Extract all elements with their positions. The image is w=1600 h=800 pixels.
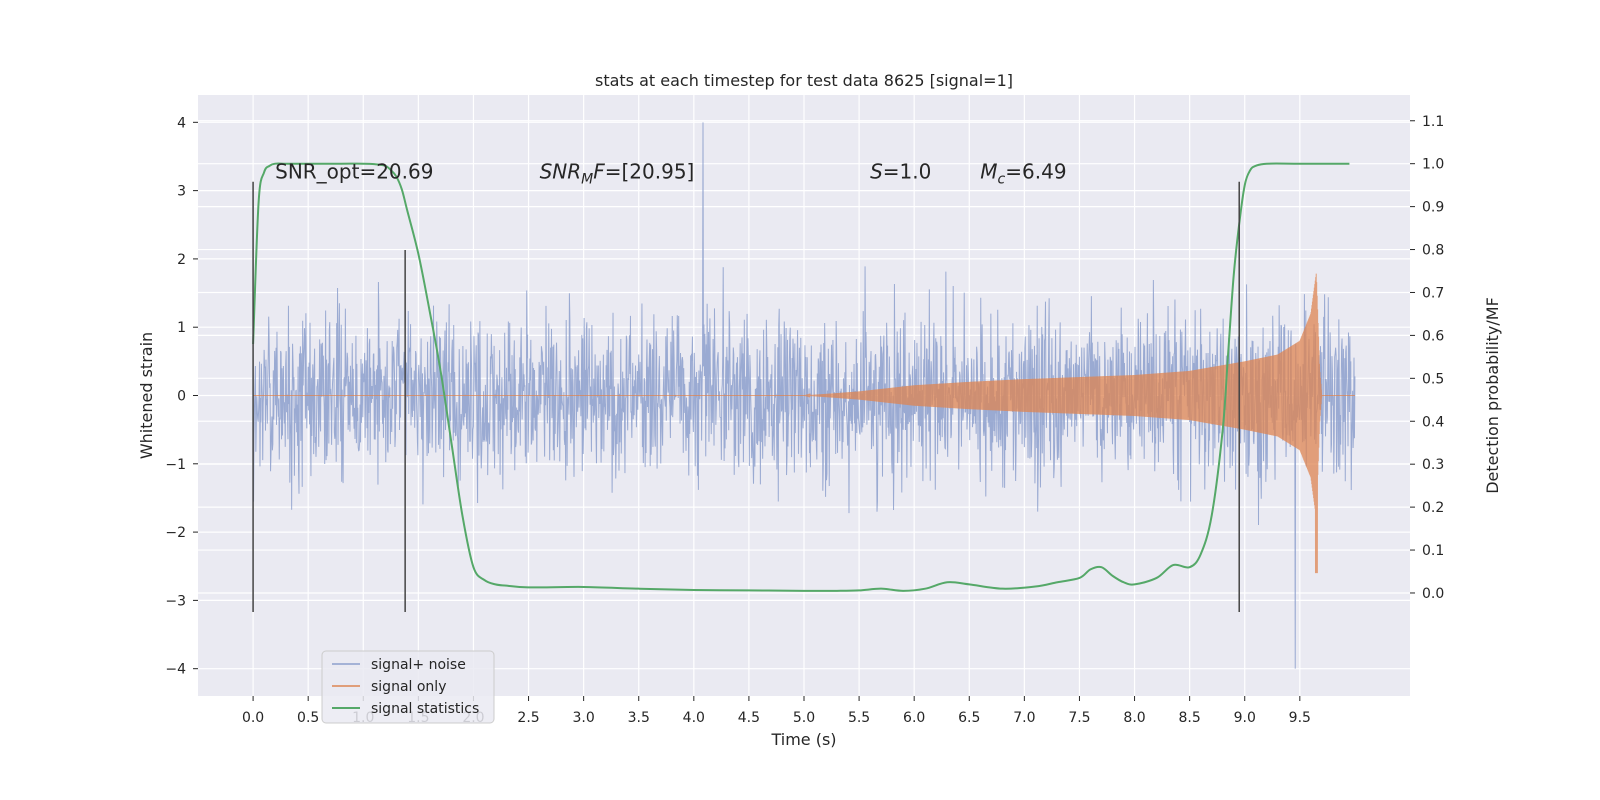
- x-tick-label: 7.5: [1068, 710, 1090, 726]
- y-tick-label: 4: [177, 115, 186, 131]
- x-tick-label: 3.5: [628, 710, 650, 726]
- y-right-tick-label: 0.2: [1422, 500, 1444, 516]
- x-tick-label: 6.5: [958, 710, 980, 726]
- y-right-tick-label: 1.1: [1422, 114, 1444, 130]
- x-tick-label: 9.5: [1289, 710, 1311, 726]
- y-tick-label: −3: [165, 593, 186, 609]
- series-signal-only: [253, 273, 1355, 574]
- y-tick-label: 3: [177, 184, 186, 200]
- y-right-tick-label: 0.6: [1422, 328, 1444, 344]
- x-tick-label: 8.0: [1123, 710, 1145, 726]
- y-right-tick-label: 0.0: [1422, 586, 1444, 602]
- x-tick-label: 5.5: [848, 710, 870, 726]
- legend: signal+ noise signal only signal statist…: [321, 650, 495, 724]
- x-tick-label: 9.0: [1234, 710, 1256, 726]
- y-tick-label: 1: [177, 320, 186, 336]
- y-axis-label: Whitened strain: [137, 332, 156, 459]
- x-tick-label: 0.0: [242, 710, 264, 726]
- y-tick-label: −4: [165, 662, 186, 678]
- y-axis-ticks: 4 3 2 1 0 −1 −2 −3 −4: [165, 115, 198, 678]
- y-right-tick-label: 0.5: [1422, 371, 1444, 387]
- x-tick-label: 0.5: [297, 710, 319, 726]
- x-tick-label: 4.5: [738, 710, 760, 726]
- vertical-markers: [252, 181, 1240, 612]
- y-tick-label: 0: [177, 389, 186, 405]
- series-signal-noise: [252, 122, 1356, 669]
- x-axis-label: Time (s): [770, 730, 836, 749]
- x-tick-label: 7.0: [1013, 710, 1035, 726]
- y-tick-label: 2: [177, 252, 186, 268]
- legend-box: [321, 650, 495, 724]
- x-tick-label: 8.5: [1179, 710, 1201, 726]
- annotation-label: SNR_opt=20.69: [275, 160, 433, 184]
- y-right-tick-label: 0.3: [1422, 457, 1444, 473]
- y-right-axis-label: Detection probability/MF: [1483, 297, 1502, 494]
- x-tick-label: 4.0: [683, 710, 705, 726]
- y-tick-label: −1: [165, 457, 186, 473]
- annotation-label: S=1.0: [870, 160, 931, 184]
- y-right-tick-label: 0.8: [1422, 243, 1444, 259]
- series-signal-statistics: [252, 162, 1350, 592]
- x-tick-label: 2.5: [517, 710, 539, 726]
- y-right-tick-label: 0.9: [1422, 200, 1444, 216]
- x-tick-label: 6.0: [903, 710, 925, 726]
- series-layer: [252, 122, 1356, 669]
- legend-label-signal-statistics: signal statistics: [371, 701, 479, 717]
- y-tick-label: −2: [165, 525, 186, 541]
- chart-title: stats at each timestep for test data 862…: [595, 71, 1013, 90]
- y-right-tick-label: 1.0: [1422, 157, 1444, 173]
- y-right-axis-ticks: 1.1 1.0 0.9 0.8 0.7 0.6 0.5 0.4 0.3 0.2 0.1 0.0: [1410, 114, 1444, 602]
- y-right-tick-label: 0.4: [1422, 414, 1444, 430]
- annotation-label: Mc=6.49: [980, 160, 1066, 188]
- legend-label-signal-only: signal only: [371, 679, 446, 695]
- annotation-label: SNRMF=[20.95]: [540, 160, 695, 188]
- y-right-tick-label: 0.7: [1422, 285, 1444, 301]
- y-right-tick-label: 0.1: [1422, 543, 1444, 559]
- legend-label-signal-noise: signal+ noise: [371, 657, 466, 673]
- x-tick-label: 3.0: [573, 710, 595, 726]
- annotations: SNR_opt=20.69 SNRMF=[20.95] S=1.0 Mc=6.49: [275, 160, 1066, 188]
- x-tick-label: 5.0: [793, 710, 815, 726]
